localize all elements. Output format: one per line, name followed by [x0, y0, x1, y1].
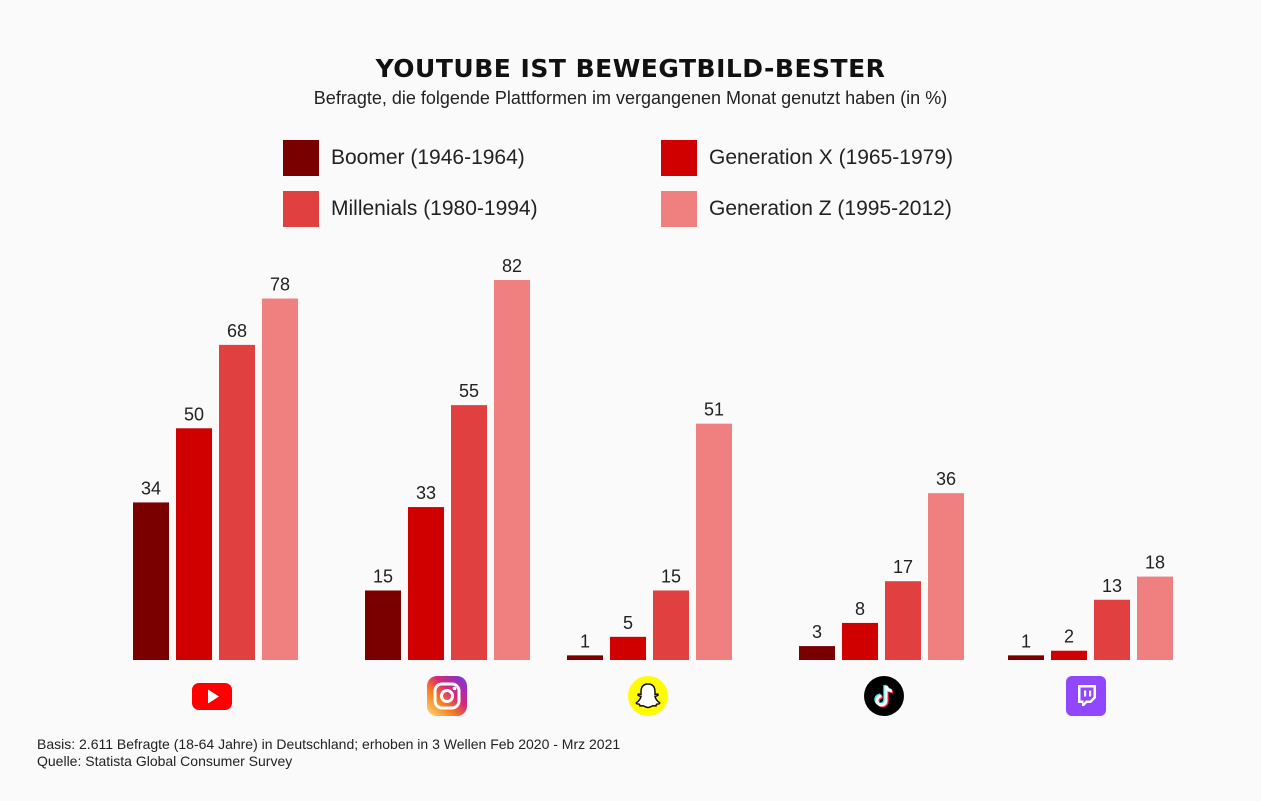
chart-title: YOUTUBE IST BEWEGTBILD-BESTER — [375, 54, 886, 83]
youtube-icon — [192, 676, 232, 716]
bar-youtube-boomer — [133, 502, 169, 660]
data-label-snapchat-millenials: 15 — [661, 566, 681, 586]
data-label-twitch-generation-x: 2 — [1064, 627, 1074, 647]
chart-subtitle: Befragte, die folgende Plattformen im ve… — [313, 88, 948, 108]
data-label-snapchat-boomer: 1 — [580, 631, 590, 651]
footnote-basis: Basis: 2.611 Befragte (18-64 Jahre) in D… — [37, 736, 621, 752]
bar-instagram-millenials — [451, 405, 487, 660]
data-label-snapchat-generation-z: 51 — [704, 400, 724, 420]
bar-tiktok-millenials — [885, 581, 921, 660]
data-label-instagram-millenials: 55 — [459, 381, 479, 401]
twitch-icon — [1066, 676, 1106, 716]
data-label-youtube-generation-z: 78 — [270, 275, 290, 295]
data-label-tiktok-millenials: 17 — [893, 557, 913, 577]
legend-label-millenials: Millenials (1980-1994) — [331, 197, 538, 220]
bar-snapchat-generation-z — [696, 423, 732, 660]
data-label-youtube-boomer: 34 — [141, 478, 161, 498]
legend-swatch-generation-x — [661, 140, 697, 176]
legend-item-generation-x: Generation X (1965-1979) — [661, 140, 953, 176]
bar-snapchat-boomer — [567, 655, 603, 660]
data-label-youtube-generation-x: 50 — [184, 404, 204, 424]
bar-snapchat-generation-x — [610, 636, 646, 660]
bar-instagram-boomer — [365, 590, 401, 660]
bar-youtube-millenials — [219, 344, 255, 660]
bar-twitch-millenials — [1094, 599, 1130, 660]
legend-swatch-millenials — [283, 191, 319, 227]
data-label-twitch-millenials: 13 — [1102, 576, 1122, 596]
data-label-twitch-generation-z: 18 — [1145, 553, 1165, 573]
legend-label-boomer: Boomer (1946-1964) — [331, 146, 525, 169]
data-label-instagram-generation-z: 82 — [502, 256, 522, 276]
data-label-instagram-boomer: 15 — [373, 566, 393, 586]
bar-instagram-generation-x — [408, 507, 444, 660]
legend-swatch-generation-z — [661, 191, 697, 227]
snapchat-icon — [628, 676, 668, 716]
legend-item-generation-z: Generation Z (1995-2012) — [661, 191, 952, 227]
legend-item-boomer: Boomer (1946-1964) — [283, 140, 525, 176]
data-label-youtube-millenials: 68 — [227, 321, 247, 341]
data-label-instagram-generation-x: 33 — [416, 483, 436, 503]
data-label-tiktok-generation-z: 36 — [936, 469, 956, 489]
data-label-tiktok-boomer: 3 — [812, 622, 822, 642]
bar-youtube-generation-x — [176, 428, 212, 660]
bar-instagram-generation-z — [494, 280, 530, 660]
bar-tiktok-generation-z — [928, 493, 964, 660]
bar-twitch-boomer — [1008, 655, 1044, 660]
data-label-twitch-boomer: 1 — [1021, 631, 1031, 651]
legend-label-generation-z: Generation Z (1995-2012) — [709, 197, 952, 220]
tiktok-icon — [864, 676, 904, 716]
bar-tiktok-generation-x — [842, 622, 878, 660]
bar-twitch-generation-z — [1137, 576, 1173, 660]
footnote-source: Quelle: Statista Global Consumer Survey — [37, 753, 293, 769]
instagram-icon — [427, 676, 467, 716]
data-label-tiktok-generation-x: 8 — [855, 599, 865, 619]
bar-youtube-generation-z — [262, 298, 298, 660]
bar-twitch-generation-x — [1051, 650, 1087, 660]
bar-snapchat-millenials — [653, 590, 689, 660]
legend-swatch-boomer — [283, 140, 319, 176]
legend-label-generation-x: Generation X (1965-1979) — [709, 146, 953, 169]
legend-item-millenials: Millenials (1980-1994) — [283, 191, 538, 227]
bar-tiktok-boomer — [799, 646, 835, 660]
data-label-snapchat-generation-x: 5 — [623, 613, 633, 633]
